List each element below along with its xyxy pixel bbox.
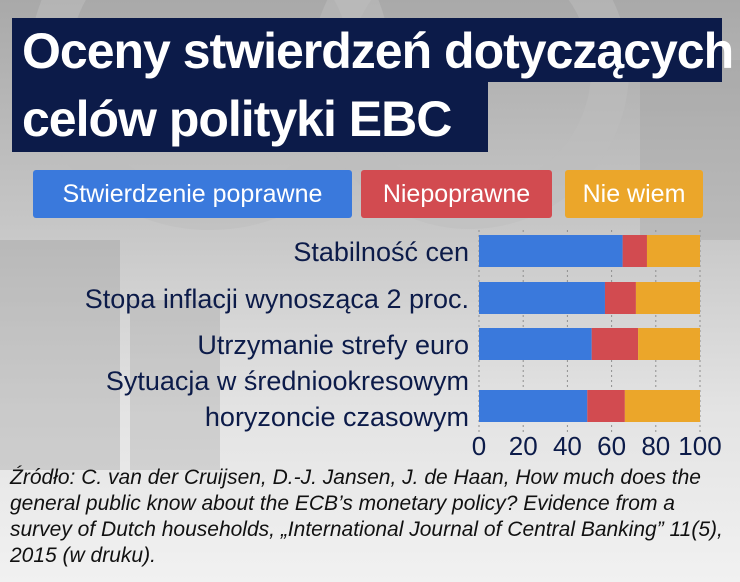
legend-item-dont-know: Nie wiem xyxy=(565,170,703,218)
bar-dont-know-3 xyxy=(624,390,700,422)
category-label-3-line-0: Sytuacja w średniookresowym xyxy=(106,366,469,396)
category-label-0: Stabilność cen xyxy=(293,237,469,267)
bar-dont-know-2 xyxy=(638,328,700,360)
category-label-3-line-1: horyzoncie czasowym xyxy=(205,402,469,432)
bar-correct-0 xyxy=(479,235,623,267)
bar-incorrect-1 xyxy=(604,282,636,314)
tick-label-60: 60 xyxy=(597,431,626,461)
bar-correct-1 xyxy=(479,282,605,314)
legend-item-incorrect: Niepoprawne xyxy=(361,170,552,218)
bar-correct-3 xyxy=(479,390,588,422)
tick-label-40: 40 xyxy=(553,431,582,461)
title-line-2: celów polityki EBC xyxy=(12,82,488,152)
bar-correct-2 xyxy=(479,328,592,360)
bar-dont-know-1 xyxy=(635,282,700,314)
legend-item-correct: Stwierdzenie poprawne xyxy=(33,170,352,218)
source-note: Źródło: C. van der Cruijsen, D.-J. Janse… xyxy=(10,466,723,567)
bar-incorrect-0 xyxy=(622,235,647,267)
bar-incorrect-2 xyxy=(591,328,639,360)
tick-label-80: 80 xyxy=(641,431,670,461)
tick-label-0: 0 xyxy=(472,431,486,461)
bar-incorrect-3 xyxy=(587,390,625,422)
tick-label-100: 100 xyxy=(678,431,721,461)
tick-label-20: 20 xyxy=(509,431,538,461)
category-label-2: Utrzymanie strefy euro xyxy=(197,330,469,360)
category-label-1: Stopa inflacji wynosząca 2 proc. xyxy=(85,284,469,314)
title-line-1: Oceny stwierdzeń dotyczących xyxy=(12,18,734,82)
bar-dont-know-0 xyxy=(646,235,700,267)
